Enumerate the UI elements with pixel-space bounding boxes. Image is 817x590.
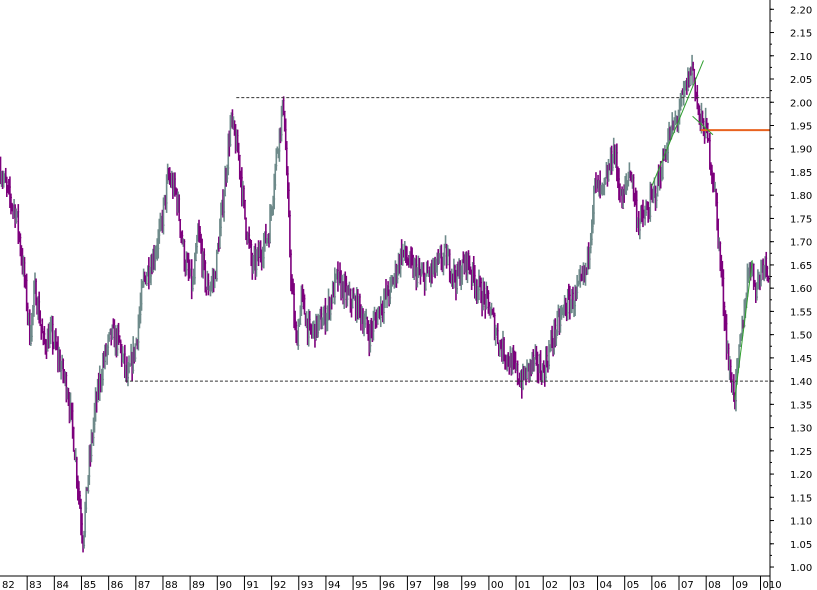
y-tick-label: 1.85	[790, 168, 812, 179]
x-tick-label: 87	[138, 580, 151, 590]
x-tick-label: 92	[274, 580, 287, 590]
y-tick-label: 1.30	[790, 424, 812, 435]
x-tick-label: 09	[735, 580, 748, 590]
y-tick-label: 1.50	[790, 331, 812, 342]
x-tick-label: 07	[681, 580, 694, 590]
x-tick-label: 91	[246, 580, 259, 590]
x-tick-label: 93	[301, 580, 314, 590]
x-axis: 82 83 84 85 86 87 88 89 90 91 92 93 94 95 96 97 98 99 00 01…	[0, 575, 782, 590]
x-tick-label: 85	[83, 580, 96, 590]
y-tick-label: 1.90	[790, 145, 812, 156]
green-trend-line	[692, 115, 714, 136]
x-tick-label: 03	[572, 580, 585, 590]
x-tick-label: 95	[355, 580, 368, 590]
x-tick-label: 08	[708, 580, 721, 590]
y-tick-label: 2.15	[790, 29, 812, 40]
x-tick-label: 01	[518, 580, 531, 590]
chart-overlays	[124, 60, 770, 400]
x-tick-label: 84	[56, 580, 69, 590]
y-tick-label: 1.00	[790, 563, 812, 574]
y-tick-label: 1.05	[790, 540, 812, 551]
y-tick-label: 1.55	[790, 307, 812, 318]
green-trend-line	[651, 60, 704, 187]
y-tick-label: 2.00	[790, 98, 812, 109]
y-tick-label: 1.15	[790, 493, 812, 504]
y-tick-label: 1.75	[790, 214, 812, 225]
price-bars	[0, 54, 771, 553]
x-tick-label: 96	[382, 580, 395, 590]
x-tick-label: 90	[219, 580, 232, 590]
x-tick-label: 82	[2, 580, 15, 590]
y-tick-label: 1.45	[790, 354, 812, 365]
x-tick-label: 02	[545, 580, 558, 590]
y-tick-label: 2.20	[790, 5, 812, 16]
x-tick-label: 94	[328, 580, 341, 590]
y-tick-label: 1.95	[790, 121, 812, 132]
y-axis: 1.00 1.05 1.10 1.15 1.20 1.25 1.30 1.35 1.40 1.45…	[769, 0, 812, 590]
y-tick-label: 1.10	[790, 517, 812, 528]
green-trend-line	[734, 260, 753, 400]
y-tick-label: 1.40	[790, 377, 812, 388]
x-tick-label: 98	[437, 580, 450, 590]
y-tick-label: 2.05	[790, 75, 812, 86]
y-tick-label: 1.70	[790, 238, 812, 249]
x-tick-label: 010	[762, 580, 781, 590]
y-tick-label: 1.60	[790, 284, 812, 295]
x-tick-label: 83	[29, 580, 42, 590]
y-tick-label: 1.65	[790, 261, 812, 272]
x-tick-label: 97	[409, 580, 422, 590]
y-tick-label: 2.10	[790, 52, 812, 63]
x-tick-label: 00	[491, 580, 504, 590]
y-tick-label: 1.80	[790, 191, 812, 202]
x-tick-label: 04	[600, 580, 613, 590]
x-tick-label: 88	[165, 580, 178, 590]
x-tick-label: 06	[654, 580, 667, 590]
x-tick-label: 86	[111, 580, 124, 590]
y-tick-label: 1.35	[790, 400, 812, 411]
x-tick-label: 89	[192, 580, 205, 590]
y-tick-label: 1.25	[790, 447, 812, 458]
y-tick-label: 1.20	[790, 470, 812, 481]
x-tick-label: 05	[627, 580, 640, 590]
x-tick-label: 99	[464, 580, 477, 590]
